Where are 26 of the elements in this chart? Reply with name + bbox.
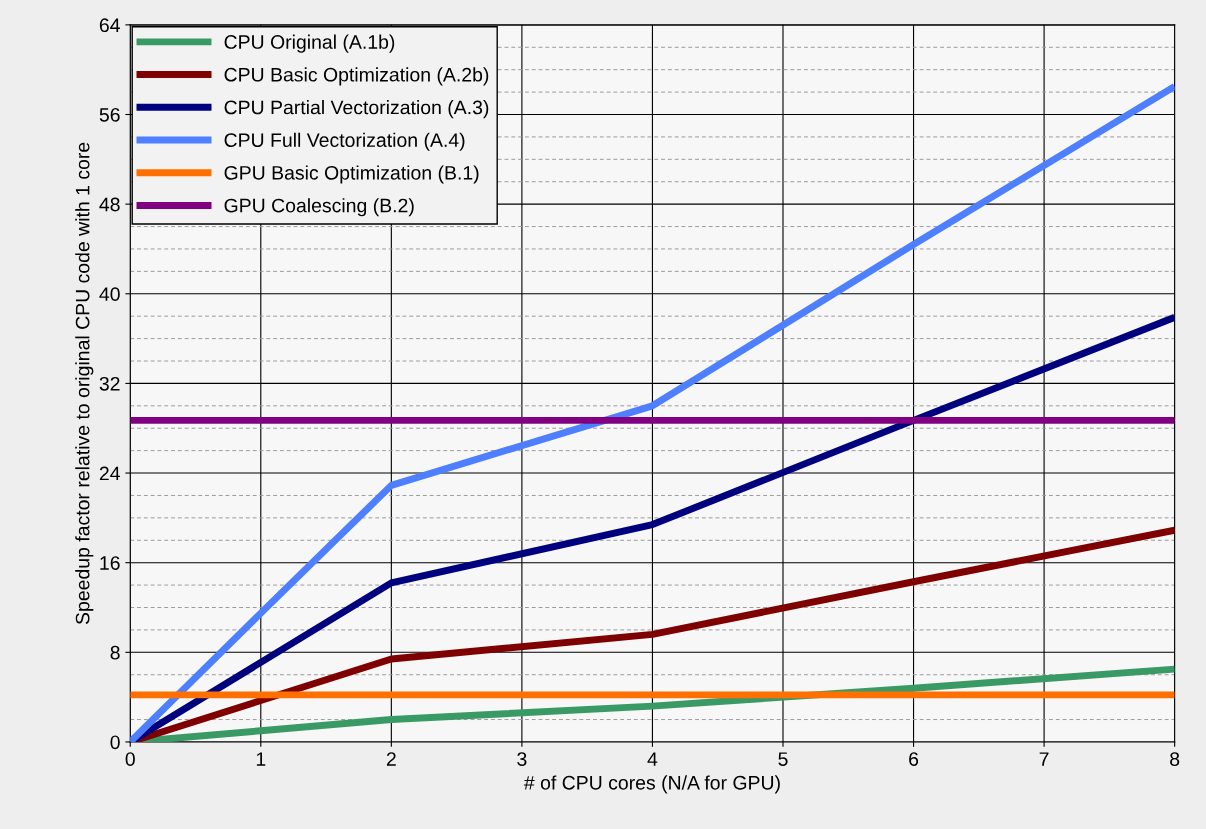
y-tick-label: 48 — [99, 197, 120, 212]
y-tick-label: 56 — [99, 107, 120, 122]
legend-label: GPU Coalescing (B.2) — [224, 198, 414, 217]
x-axis-title: # of CPU cores (N/A for GPU) — [523, 775, 780, 794]
x-tick-label: 1 — [256, 752, 266, 766]
y-tick-label: 8 — [110, 645, 120, 660]
x-tick-label: 2 — [386, 752, 396, 766]
y-axis-title: Speedup factor relative to original CPU code with 1 core — [75, 142, 94, 625]
x-tick-label: 3 — [517, 752, 527, 766]
y-tick-label: 24 — [99, 466, 120, 481]
x-tick-label: 6 — [909, 752, 919, 766]
y-tick-label: 64 — [99, 18, 120, 33]
legend-label: CPU Full Vectorization (A.4) — [224, 132, 465, 151]
y-tick-label: 40 — [99, 287, 120, 302]
x-tick-label: 0 — [125, 752, 135, 766]
legend-label: GPU Basic Optimization (B.1) — [224, 165, 479, 184]
y-tick-label: 32 — [99, 376, 120, 391]
legend-label: CPU Partial Vectorization (A.3) — [224, 100, 489, 119]
y-tick-label: 16 — [100, 556, 120, 570]
legend-label: CPU Original (A.1b) — [224, 34, 395, 53]
y-tick-label: 0 — [110, 735, 120, 750]
x-tick-label: 8 — [1170, 752, 1180, 766]
x-tick-label: 4 — [647, 752, 658, 766]
legend-label: CPU Basic Optimization (A.2b) — [224, 67, 489, 86]
x-tick-label: 7 — [1039, 752, 1049, 766]
x-tick-label: 5 — [778, 752, 788, 766]
